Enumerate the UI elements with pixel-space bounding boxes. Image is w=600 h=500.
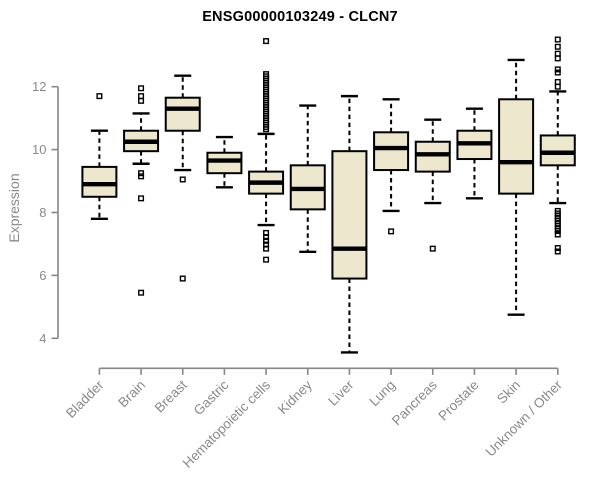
outlier-point: [138, 173, 145, 180]
x-tick-label: Skin: [494, 377, 523, 406]
x-tick-label: Unknown / Other: [483, 377, 566, 460]
boxplot-unknown-other: [539, 36, 576, 255]
outlier-point: [263, 245, 270, 252]
outlier-point: [138, 170, 145, 177]
outlier-point: [554, 69, 561, 76]
outlier-point: [138, 93, 145, 100]
x-tick-label: Kidney: [275, 377, 315, 417]
box-rect: [539, 134, 576, 167]
outlier-point: [96, 93, 103, 100]
outlier-point: [554, 228, 561, 235]
outlier-point: [554, 55, 561, 62]
box-rect: [331, 150, 368, 280]
outlier-point: [179, 275, 186, 282]
outlier-point: [554, 83, 561, 90]
y-tick-label: 8: [39, 205, 46, 220]
outlier-point: [138, 195, 145, 202]
boxplot-liver: [331, 94, 368, 354]
box-rect: [81, 165, 118, 198]
x-tick-label: Gastric: [191, 377, 232, 418]
box-rect: [498, 98, 535, 195]
boxplot-pancreas: [414, 118, 451, 252]
outlier-point: [138, 97, 145, 104]
outlier-point: [554, 78, 561, 85]
outlier-point: [263, 256, 270, 263]
x-tick-label: Breast: [152, 377, 190, 415]
boxplot-breast: [164, 74, 201, 282]
box-rect: [164, 96, 201, 132]
outlier-point: [429, 245, 436, 252]
boxplot-bladder: [81, 93, 118, 220]
outlier-point: [263, 237, 270, 244]
x-tick-label: Bladder: [63, 377, 107, 421]
outlier-point: [179, 176, 186, 183]
outlier-point: [263, 234, 270, 241]
outlier-point: [263, 38, 270, 45]
outlier-point: [388, 228, 395, 235]
x-tick-label: Lung: [366, 377, 398, 409]
outlier-point: [554, 66, 561, 73]
outlier-point: [263, 126, 270, 133]
boxplot-lung: [373, 98, 410, 235]
outlier-point: [554, 43, 561, 50]
boxplot-skin: [498, 58, 535, 316]
box-rect: [373, 131, 410, 172]
y-tick-label: 10: [32, 142, 46, 157]
boxplot-hematopoietic-cells: [248, 38, 285, 263]
chart-title: ENSG00000103249 - CLCN7: [202, 9, 398, 25]
y-tick-label: 6: [39, 268, 46, 283]
boxplot-prostate: [456, 107, 493, 200]
outlier-point: [554, 36, 561, 43]
x-tick-label: Liver: [325, 377, 357, 409]
outlier-point: [554, 248, 561, 255]
outlier-point: [138, 85, 145, 92]
boxplot-brain: [123, 85, 160, 296]
outlier-point: [554, 245, 561, 252]
x-tick-label: Pancreas: [389, 377, 440, 428]
y-tick-label: 12: [32, 79, 46, 94]
outlier-point: [138, 289, 145, 296]
boxplot-kidney: [289, 104, 326, 254]
box-rect: [206, 151, 243, 175]
x-tick-label: Prostate: [435, 377, 481, 423]
boxplot-gastric: [206, 135, 243, 189]
y-tick-label: 4: [39, 331, 46, 346]
outlier-point: [554, 50, 561, 57]
outlier-point: [554, 231, 561, 238]
box-rect: [414, 140, 451, 173]
x-tick-label: Brain: [115, 377, 148, 410]
